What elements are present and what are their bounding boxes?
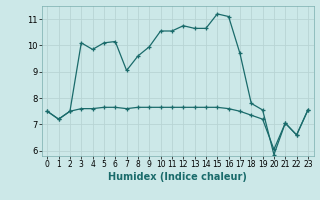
- X-axis label: Humidex (Indice chaleur): Humidex (Indice chaleur): [108, 172, 247, 182]
